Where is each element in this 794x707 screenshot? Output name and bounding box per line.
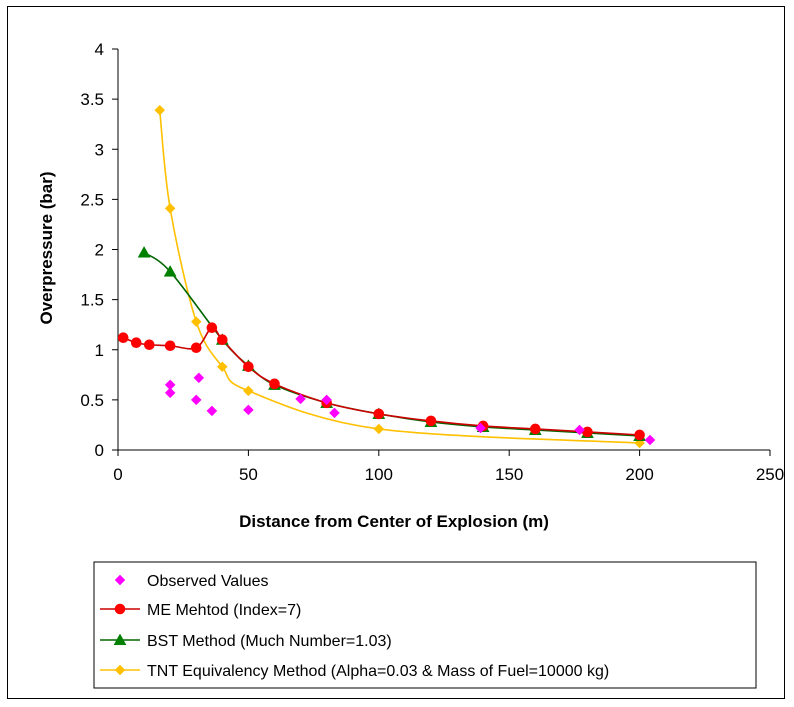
data-point [373, 423, 385, 435]
x-tick-label: 0 [113, 465, 122, 484]
data-point [243, 361, 254, 373]
legend-label: Observed Values [147, 573, 269, 590]
legend-marker [114, 603, 126, 615]
data-point [117, 332, 129, 344]
data-point [574, 424, 585, 436]
series-line-1 [122, 326, 640, 436]
data-point [130, 337, 142, 349]
data-point [243, 404, 254, 416]
legend-label: BST Method (Much Number=1.03) [147, 633, 392, 650]
data-point [164, 340, 176, 352]
legend-label: TNT Equivalency Method (Alpha=0.03 & Mas… [147, 663, 609, 680]
plot-area: 0 0.5 1 1.5 2 2.5 3 3.5 4 0 50 100 150 200 250 [80, 40, 784, 484]
data-point [475, 422, 486, 434]
data-point [143, 339, 155, 351]
legend-marker [114, 574, 126, 586]
data-point [164, 387, 176, 399]
data-point [644, 434, 656, 446]
legend: Observed Values ME Mehtod (Index=7) BST Me… [93, 561, 757, 689]
y-tick-label: 0.5 [80, 391, 104, 410]
data-point [154, 104, 166, 116]
data-point [137, 245, 151, 258]
y-tick-label: 3 [95, 140, 104, 159]
x-tick-label: 250 [756, 465, 784, 484]
x-axis-title: Distance from Center of Explosion (m) [239, 512, 549, 531]
data-point [193, 372, 205, 384]
data-point [206, 405, 218, 417]
x-tick-label: 200 [625, 465, 653, 484]
data-point [217, 334, 228, 346]
y-axis-title: Overpressure (bar) [37, 171, 56, 324]
data-point [582, 426, 593, 438]
series-line-3 [158, 110, 640, 444]
chart-frame [7, 6, 785, 699]
x-tick-label: 150 [495, 465, 523, 484]
data-point [190, 316, 202, 328]
data-point [529, 423, 541, 435]
data-point [329, 407, 340, 419]
legend-marker [114, 664, 126, 676]
y-tick-label: 2 [95, 241, 104, 260]
y-tick-label: 1 [95, 341, 104, 360]
data-point [216, 361, 228, 373]
data-point [163, 265, 177, 277]
legend-marker [113, 633, 127, 646]
data-point [190, 342, 202, 354]
data-point [373, 408, 385, 420]
data-point [243, 385, 254, 397]
y-tick-label: 0 [95, 441, 104, 460]
data-point [295, 393, 306, 405]
y-tick-label: 2.5 [80, 190, 104, 209]
y-tick-label: 1.5 [80, 291, 104, 310]
data-point [425, 415, 437, 427]
x-tick-label: 50 [239, 465, 258, 484]
data-point [269, 378, 280, 390]
data-point [634, 429, 645, 441]
data-point [190, 394, 202, 406]
y-tick-label: 4 [95, 40, 104, 59]
y-tick-label: 3.5 [80, 90, 104, 109]
x-tick-label: 100 [365, 465, 393, 484]
legend-label: ME Mehtod (Index=7) [147, 602, 301, 619]
data-point [164, 203, 176, 214]
data-point [321, 394, 332, 406]
data-point [206, 322, 218, 333]
legend-box [93, 561, 757, 689]
